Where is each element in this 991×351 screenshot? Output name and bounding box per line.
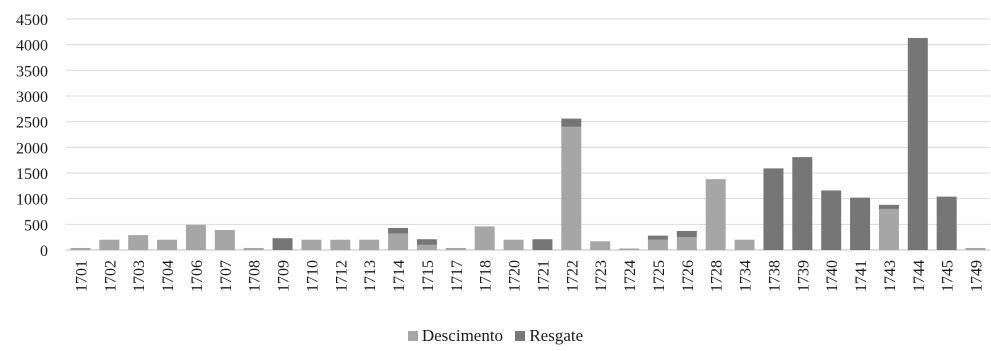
bar-descimento-1714 xyxy=(388,233,409,250)
x-tick-label: 1707 xyxy=(218,260,235,292)
x-tick-label: 1708 xyxy=(247,260,264,292)
bar-descimento-1722 xyxy=(561,126,582,250)
bar-descimento-1717 xyxy=(445,247,466,250)
bar-descimento-1726 xyxy=(676,237,697,250)
bar-resgate-1722 xyxy=(561,118,582,127)
bar-descimento-1706 xyxy=(185,224,206,250)
bar-descimento-1710 xyxy=(301,239,322,250)
y-tick-label: 3000 xyxy=(16,89,48,106)
x-tick-label: 1706 xyxy=(189,260,206,292)
y-tick-label: 4000 xyxy=(16,38,48,55)
bar-resgate-1741 xyxy=(850,197,871,250)
gridlines xyxy=(66,18,990,251)
x-tick-label: 1709 xyxy=(276,260,293,292)
bar-descimento-1749 xyxy=(965,247,986,250)
legend-swatch-resgate xyxy=(515,331,526,341)
bar-resgate-1738 xyxy=(763,168,784,250)
bar-descimento-1724 xyxy=(619,248,640,250)
legend-label-descimento: Descimento xyxy=(421,326,504,345)
bar-resgate-1740 xyxy=(821,190,842,250)
bar-descimento-1702 xyxy=(99,239,120,250)
x-tick-label: 1740 xyxy=(824,260,841,292)
bar-resgate-1714 xyxy=(388,227,409,234)
x-tick-label: 1702 xyxy=(102,260,119,292)
bar-descimento-1712 xyxy=(330,239,351,250)
bar-descimento-1707 xyxy=(214,229,235,250)
bar-descimento-1708 xyxy=(243,247,264,250)
x-axis-ticks: 1701 1702 1703 1704 1706 1707 1708 1709 1710 1712… xyxy=(73,260,985,292)
bar-descimento-1715 xyxy=(416,244,437,250)
x-tick-label: 1744 xyxy=(911,260,928,292)
y-tick-label: 1000 xyxy=(16,192,48,209)
bar-descimento-1720 xyxy=(503,239,524,250)
legend-item-descimento: Descimento xyxy=(407,326,504,346)
y-tick-label: 2500 xyxy=(16,115,48,132)
x-tick-label: 1704 xyxy=(160,260,177,292)
x-tick-label: 1723 xyxy=(593,260,610,292)
x-tick-label: 1720 xyxy=(507,260,524,292)
x-tick-label: 1703 xyxy=(131,260,148,292)
y-tick-label: 3500 xyxy=(16,63,48,80)
y-tick-label: 2000 xyxy=(16,140,48,157)
x-tick-label: 1726 xyxy=(680,260,697,292)
bar-descimento-1713 xyxy=(359,239,380,250)
bar-resgate-1721 xyxy=(532,239,553,250)
bars xyxy=(70,37,986,250)
bar-resgate-1745 xyxy=(936,196,957,250)
y-tick-label: 4500 xyxy=(16,12,48,29)
legend-label-resgate: Resgate xyxy=(529,326,584,345)
bar-descimento-1723 xyxy=(590,241,611,250)
bar-resgate-1743 xyxy=(878,204,899,209)
x-tick-label: 1738 xyxy=(766,260,783,292)
legend-swatch-descimento xyxy=(407,331,418,341)
bar-resgate-1715 xyxy=(416,239,437,245)
x-tick-label: 1722 xyxy=(564,260,581,292)
x-tick-label: 1713 xyxy=(362,260,379,292)
x-tick-label: 1715 xyxy=(420,260,437,292)
bar-descimento-1743 xyxy=(878,208,899,250)
bar-descimento-1704 xyxy=(157,239,178,250)
bar-descimento-1703 xyxy=(128,235,149,250)
bar-resgate-1739 xyxy=(792,157,813,250)
x-tick-label: 1718 xyxy=(478,260,495,292)
x-tick-label: 1734 xyxy=(738,260,755,292)
x-tick-label: 1739 xyxy=(795,260,812,292)
x-tick-label: 1725 xyxy=(651,260,668,292)
x-tick-label: 1712 xyxy=(333,260,350,292)
x-tick-label: 1714 xyxy=(391,260,408,292)
x-tick-label: 1717 xyxy=(449,260,466,292)
bar-descimento-1734 xyxy=(734,239,755,250)
x-tick-label: 1741 xyxy=(853,260,870,292)
legend: Descimento Resgate xyxy=(0,326,991,346)
bar-descimento-1718 xyxy=(474,226,495,250)
bar-descimento-1725 xyxy=(647,239,668,250)
x-tick-label: 1743 xyxy=(882,260,899,292)
x-tick-label: 1701 xyxy=(73,260,90,292)
x-tick-label: 1724 xyxy=(622,260,639,292)
bar-resgate-1726 xyxy=(676,231,697,238)
y-tick-label: 1500 xyxy=(16,166,48,183)
y-tick-label: 0 xyxy=(40,243,48,260)
bar-descimento-1728 xyxy=(705,179,726,250)
x-tick-label: 1710 xyxy=(304,260,321,292)
bar-resgate-1725 xyxy=(647,235,668,240)
x-tick-label: 1745 xyxy=(940,260,957,292)
x-tick-label: 1749 xyxy=(969,260,986,292)
bar-descimento-1701 xyxy=(70,247,91,250)
x-tick-label: 1721 xyxy=(535,260,552,292)
x-tick-label: 1728 xyxy=(709,260,726,292)
y-tick-label: 500 xyxy=(24,217,48,234)
bar-resgate-1709 xyxy=(272,238,293,250)
legend-item-resgate: Resgate xyxy=(515,326,583,346)
bar-resgate-1744 xyxy=(907,37,928,250)
y-axis-ticks: 0 500 1000 1500 2000 2500 3000 3500 4000 4500 xyxy=(16,12,48,260)
